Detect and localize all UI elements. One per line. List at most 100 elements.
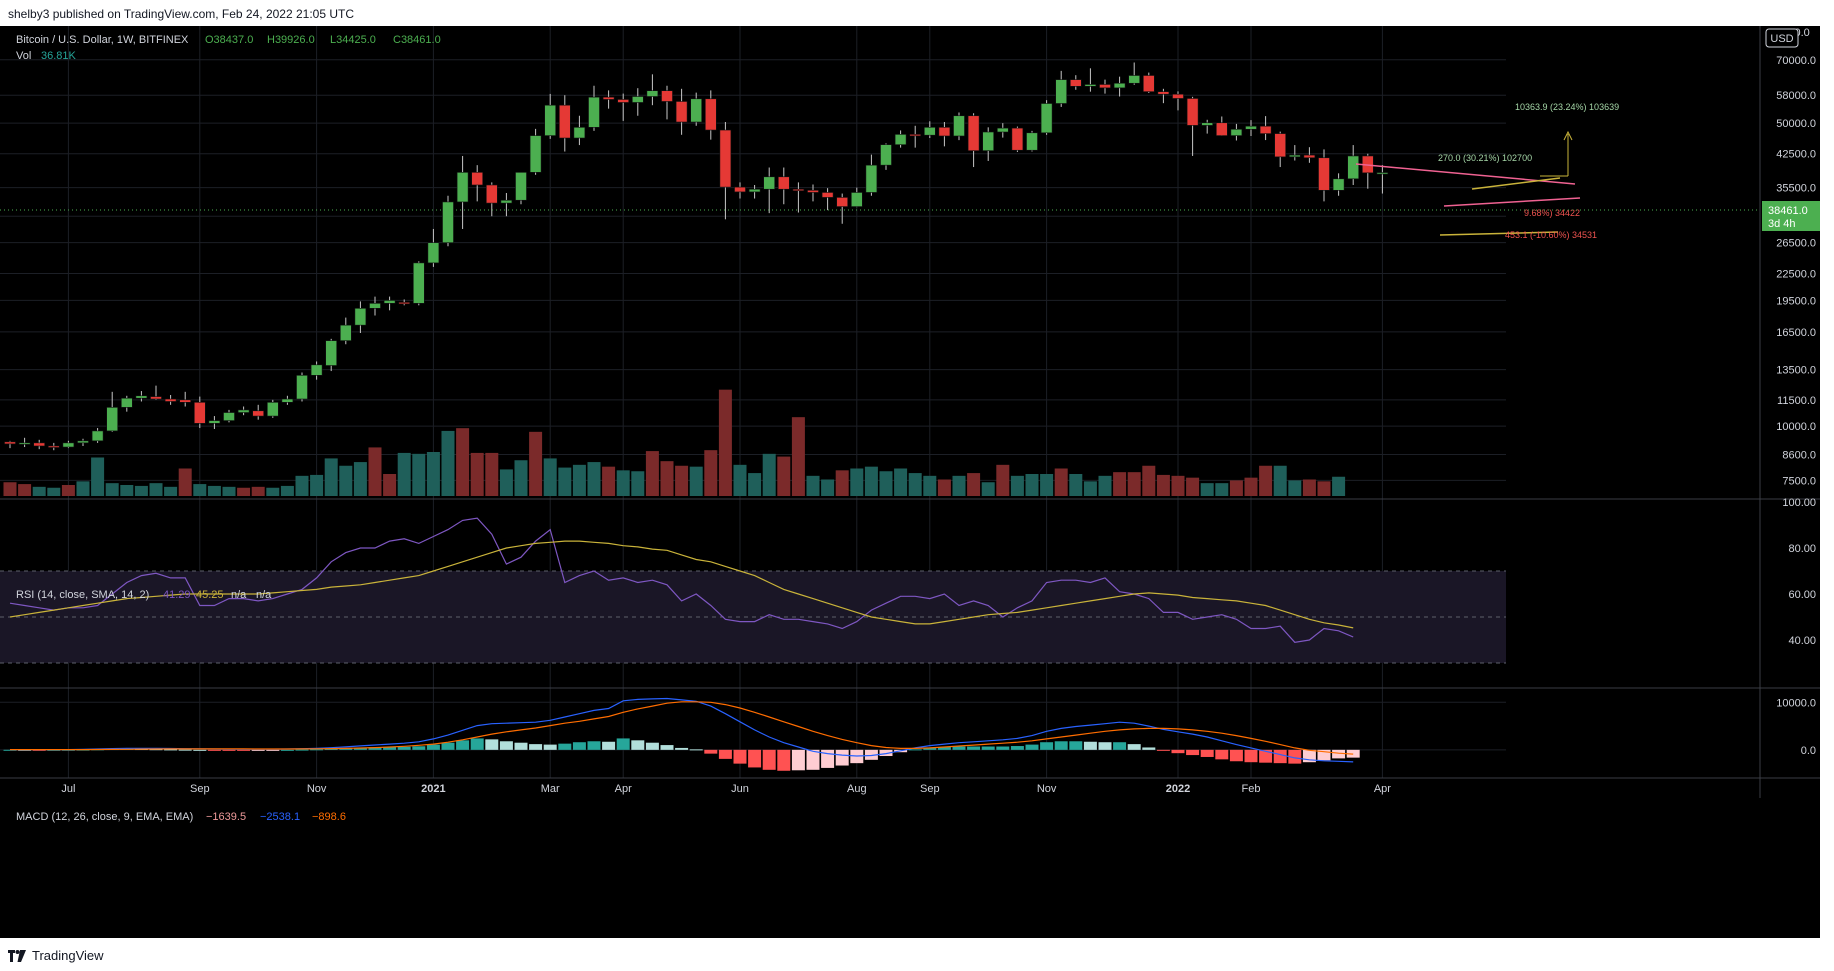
macd-histogram-bar (412, 746, 426, 750)
volume-bar (616, 470, 630, 496)
volume-bar (105, 483, 119, 496)
currency-label: USD (1770, 33, 1793, 45)
macd-histogram-bar (996, 746, 1010, 750)
macd-histogram-bar (645, 742, 659, 750)
volume-bar (572, 464, 586, 496)
chart-canvas[interactable]: 10363.9 (23.24%) 103639 270.0 (30.21%) 1… (0, 26, 1820, 938)
volume-bar (266, 487, 280, 496)
candle-body (661, 90, 673, 102)
price-tick-label: 7500.0 (1782, 475, 1816, 487)
volume-bar (47, 487, 61, 496)
candle-body (77, 440, 89, 444)
macd-histogram-bar (631, 740, 645, 750)
footer-brand[interactable]: TradingView (8, 948, 104, 963)
macd-histogram-bar (1127, 744, 1141, 750)
candle-body (1216, 122, 1228, 136)
candle-body (923, 127, 936, 136)
candle-body (91, 430, 104, 442)
volume-bar (1127, 472, 1141, 496)
price-tick-label: 26500.0 (1776, 238, 1816, 250)
candle-body (1274, 133, 1286, 158)
price-tick-label: 22500.0 (1776, 268, 1816, 280)
time-tick-label: Sep (190, 783, 210, 795)
macd-histogram-bar (981, 746, 995, 750)
volume-bar (543, 458, 557, 496)
volume-bar (295, 475, 309, 496)
macd-histogram-bar (923, 747, 937, 750)
drawing-tools[interactable]: 10363.9 (23.24%) 103639 270.0 (30.21%) 1… (1355, 102, 1619, 240)
time-tick-label: Apr (1374, 783, 1391, 795)
macd-histogram-bar (310, 749, 324, 751)
arrow-head-icon (1563, 130, 1573, 141)
macd-histogram-bar (1259, 749, 1273, 763)
candle-body (47, 445, 60, 448)
rsi-na-1: n/a (231, 589, 247, 601)
macd-histogram-bar (426, 744, 440, 750)
candle-body (704, 98, 717, 131)
volume-bar (149, 483, 163, 496)
volume-bar (470, 452, 484, 496)
macd-histogram-bar (47, 749, 61, 751)
macd-hist-value: −1639.5 (206, 811, 246, 823)
price-tick-label: 70000.0 (1776, 55, 1816, 67)
volume-bar (1142, 465, 1156, 496)
trendline-upper[interactable] (1355, 163, 1576, 185)
time-tick-label: 2021 (421, 783, 445, 795)
candle-body (18, 442, 31, 445)
target-annotation: 10363.9 (23.24%) 103639 (1515, 102, 1619, 112)
price-tick-label: 16500.0 (1776, 327, 1816, 339)
macd-tick-label: 0.0 (1801, 745, 1816, 757)
volume-bar (280, 485, 294, 496)
macd-histogram-bar (1069, 741, 1083, 750)
volume-bar (310, 474, 324, 496)
macd-histogram-bar (660, 745, 674, 750)
macd-histogram-bar (266, 749, 280, 751)
candle-body (719, 129, 732, 188)
volume-bar (178, 468, 192, 496)
currency-badge[interactable] (1765, 28, 1799, 48)
volume-bar (908, 473, 922, 496)
time-axis[interactable]: Jul Sep Nov 2021 Mar Apr Jun Aug Sep Nov 2022 Feb Ap… (61, 783, 1391, 795)
candle-body (529, 135, 542, 173)
candle-body (1099, 84, 1111, 89)
down-annotation-1: 9.68%) 34422 (1524, 208, 1580, 218)
volume-bar (996, 464, 1010, 496)
volume-bar (485, 452, 499, 496)
ohlc-low: L34425.0 (330, 34, 376, 46)
volume-bar (1113, 472, 1127, 496)
price-tick-label: 10000.0 (1776, 421, 1816, 433)
volume-bar (339, 465, 353, 496)
rsi-line (9, 517, 1354, 643)
volume-bar (748, 473, 762, 496)
macd-histogram-bar (762, 749, 776, 770)
candle-body (1070, 79, 1082, 87)
candle-body (617, 99, 630, 103)
rsi-na-2: n/a (256, 589, 272, 601)
macd-histogram-bar (353, 747, 367, 750)
macd-histogram-bar (733, 749, 747, 764)
candle-body (310, 364, 323, 376)
volume-bar (835, 470, 849, 496)
last-price-tag (1762, 201, 1820, 231)
volume-bar (762, 453, 776, 496)
trendline-resistance[interactable] (1471, 177, 1561, 190)
chart-frame[interactable]: 10363.9 (23.24%) 103639 270.0 (30.21%) 1… (0, 26, 1820, 938)
macd-histogram-bar (1040, 742, 1054, 750)
volume-bar (207, 485, 221, 496)
candle-body (369, 303, 381, 309)
time-tick-label: 2022 (1166, 783, 1190, 795)
macd-histogram-bar (1113, 742, 1127, 750)
candle-body (1084, 84, 1097, 87)
macd-histogram-bar (441, 742, 455, 750)
volume-bar (61, 485, 75, 496)
volume-bar (704, 450, 718, 496)
macd-histogram-bar (937, 746, 951, 750)
price-axis[interactable]: 7500.0 8600.0 10000.0 11500.0 13500.0 16500.0… (1776, 55, 1816, 757)
volume-bar (251, 486, 265, 496)
price-tick-label: 8600.0 (1782, 450, 1816, 462)
volume-bar (733, 464, 747, 496)
trendline-support[interactable] (1439, 231, 1559, 236)
trendline-triangle[interactable] (1443, 197, 1581, 207)
volume-bar (791, 417, 805, 496)
volume-bar (587, 462, 601, 496)
